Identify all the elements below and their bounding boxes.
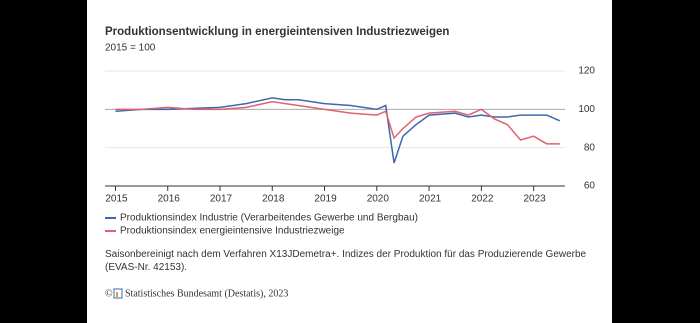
series-line bbox=[115, 97, 561, 164]
chart-title: Produktionsentwicklung in energieintensi… bbox=[105, 26, 449, 38]
logo bbox=[116, 292, 118, 297]
x-tick-label: 2023 bbox=[524, 194, 547, 205]
x-tick-label: 2021 bbox=[419, 194, 442, 205]
series-line bbox=[115, 100, 560, 145]
x-tick-label: 2017 bbox=[210, 194, 233, 205]
y-tick-label: 100 bbox=[578, 104, 595, 115]
y-tick-label: 120 bbox=[578, 66, 595, 77]
x-tick-label: 2019 bbox=[314, 194, 337, 205]
copyright: © bbox=[105, 288, 113, 299]
y-tick-label: 80 bbox=[584, 142, 596, 153]
x-tick-label: 2015 bbox=[105, 194, 128, 205]
source: Statistisches Bundesamt (Destatis), 2023 bbox=[125, 288, 288, 299]
chart-subtitle: 2015 = 100 bbox=[105, 43, 156, 54]
note: Saisonbereinigt nach dem Verfahren X13JD… bbox=[105, 249, 587, 273]
y-tick-label: 60 bbox=[584, 181, 596, 192]
panel bbox=[87, 0, 612, 323]
x-tick-label: 2016 bbox=[158, 194, 181, 205]
legend-label: Produktionsindex Industrie (Verarbeitend… bbox=[120, 213, 418, 224]
x-tick-label: 2018 bbox=[262, 194, 285, 205]
x-tick-label: 2022 bbox=[471, 194, 494, 205]
x-tick-label: 2020 bbox=[367, 194, 390, 205]
legend-label: Produktionsindex energieintensive Indust… bbox=[120, 226, 345, 237]
